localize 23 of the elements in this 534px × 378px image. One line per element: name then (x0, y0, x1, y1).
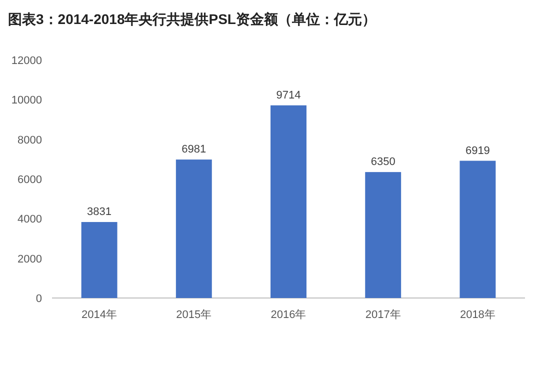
bar (365, 172, 402, 298)
data-label: 6919 (465, 144, 490, 157)
bar (81, 222, 118, 298)
y-tick-label: 10000 (11, 94, 42, 107)
x-tick-label: 2018年 (460, 309, 496, 321)
x-tick-label: 2015年 (176, 309, 212, 321)
data-label: 6981 (182, 144, 206, 156)
y-tick-label: 0 (36, 293, 42, 305)
bar (176, 160, 212, 298)
y-tick-label: 4000 (18, 214, 42, 226)
y-tick-label: 6000 (18, 174, 42, 186)
bar (270, 105, 306, 298)
data-label: 6350 (370, 156, 396, 168)
x-tick-label: 2017年 (365, 309, 401, 321)
y-tick-label: 12000 (11, 55, 42, 67)
data-label: 3831 (87, 206, 112, 218)
data-label: 9714 (276, 89, 301, 102)
x-tick-label: 2014年 (82, 309, 118, 321)
x-tick-label: 2016年 (270, 309, 306, 321)
chart-title: 图表3：2014-2018年央行共提供PSL资金额（单位：亿元） (8, 11, 376, 27)
y-tick-label: 2000 (18, 253, 42, 266)
bar (460, 160, 496, 298)
y-tick-label: 8000 (18, 134, 42, 146)
